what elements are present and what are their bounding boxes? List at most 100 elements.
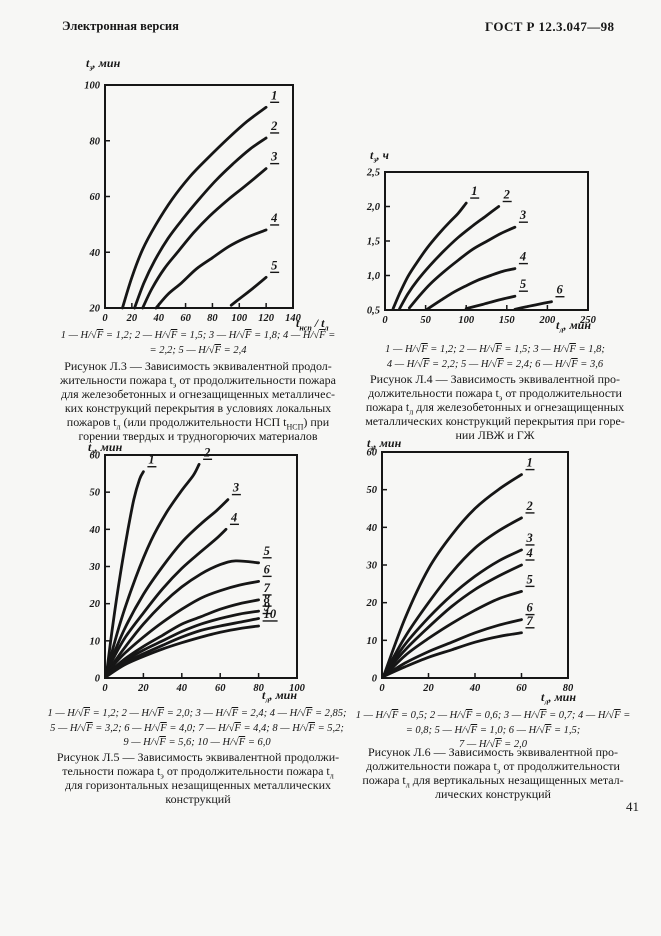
y-tick-label: 100 [84,81,101,92]
figure-caption: Рисунок Л.3 — Зависимость эквивалентной … [46,359,350,443]
caption-line: для горизонтальных незащищенных металлич… [65,778,331,792]
x-tick-label: 100 [458,315,475,326]
x-tick-label: 80 [253,683,264,694]
curve-5 [382,590,523,678]
curve-7 [382,631,523,678]
caption-line: тельности пожара tэ от продолжительности… [62,764,334,781]
caption-line: жительности пожара tэ от продолжительнос… [60,373,336,390]
caption-line: Рисунок Л.5 — Зависимость эквивалентной … [56,750,340,764]
curve-label-1: 1 [271,88,277,102]
y-tick-label: 50 [367,485,378,496]
curve-3 [382,548,523,676]
legend-line: 1 — H/√F = 1,2; 2 — H/√F = 1,5; 3 — H/√F… [60,330,336,341]
legend-line: 1 — H/√F = 1,2; 2 — H/√F = 1,5; 3 — H/√F… [385,344,605,355]
curve-4 [154,228,268,310]
curve-6 [513,300,553,311]
y-tick-label: 40 [89,525,101,536]
y-tick-label: 10 [90,636,101,647]
x-tick-label: 0 [102,683,108,694]
curve-label-3: 3 [232,481,239,495]
caption-line: нии ЛВЖ и ГЖ [455,428,535,442]
y-tick-label: 80 [90,136,101,147]
curve-label-4: 4 [526,546,533,560]
y-tick-label: 20 [89,304,101,315]
curve-label-5: 5 [520,277,526,291]
curve-label-1: 1 [148,453,154,467]
figure-caption: Рисунок Л.6 — Зависимость эквивалентной … [340,745,646,801]
x-tick-label: 0 [102,313,108,324]
x-tick-label: 60 [215,683,226,694]
curve-3 [407,225,517,310]
y-tick-label: 60 [90,451,101,462]
caption-line: лических конструкций [435,787,551,801]
curve-label-2: 2 [203,445,210,459]
x-tick-label: 60 [516,683,527,694]
legend-line: 1 — H/√F = 1,2; 2 — H/√F = 2,0; 3 — H/√F… [47,708,347,719]
chart-l3: tэ, мин 0 20 40 60 80 100 120 140 20 40 60 80 100 1 2 3… [56,50,328,342]
caption-line: Рисунок Л.4 — Зависимость эквивалентной … [369,372,620,386]
y-tick-label: 60 [367,448,378,459]
chart-canvas-l6: 0 20 40 60 80 0 10 20 30 40 50 60 1 2 34 5 67 [366,448,575,695]
curve-4 [105,527,228,672]
y-tick-label: 40 [366,523,378,534]
curve-5 [229,275,268,307]
caption-line: пожара tл для железобетонных и огнезащищ… [365,400,625,417]
curve-1 [121,105,268,310]
curve-3 [105,498,230,672]
figure-caption: Рисунок Л.4 — Зависимость эквивалентной … [346,372,644,442]
caption-line: должительности пожара tэ от продолжитель… [366,759,620,776]
x-axis-label: tнсп / tл [296,316,329,333]
y-tick-label: 10 [367,636,378,647]
curve-label-5: 5 [264,544,270,558]
x-tick-label: 0 [379,683,385,694]
caption-line: для железобетонных и огнезащищенных мета… [60,387,336,401]
curve-8 [105,609,260,676]
curve-5 [105,559,260,674]
header-right: ГОСТ Р 12.3.047—98 [485,19,615,34]
x-tick-label: 20 [126,313,138,324]
figure-caption: Рисунок Л.5 — Зависимость эквивалентной … [46,750,350,806]
legend-line: = 0,8; 5 — H/√F = 1,0; 6 — H/√F = 1,5; [405,724,581,736]
legend-line: = 2,2; 5 — H/√F = 2,4 [149,344,247,356]
curve-4 [382,563,523,676]
y-axis-label: tэ, мин [86,56,121,73]
x-tick-label: 250 [579,315,597,326]
x-tick-label: 140 [285,313,302,324]
curve-3 [141,167,268,310]
y-tick-label: 60 [90,192,101,203]
figure-legend: 1 — H/√F = 1,2; 2 — H/√F = 2,0; 3 — H/√F… [38,707,356,751]
curve-6 [382,618,523,678]
y-tick-label: 50 [90,488,101,499]
x-tick-label: 80 [207,313,218,324]
caption-line: конструкций [165,792,231,806]
curve-label-2: 2 [503,188,510,202]
y-tick-label: 0 [372,674,378,685]
x-axis-label: tл, мин [541,690,577,707]
caption-line: металлических конструкций перекрытия при… [365,414,625,428]
legend-line: 5 — H/√F = 3,2; 6 — H/√F = 4,0; 7 — H/√F… [50,722,344,734]
x-tick-label: 200 [539,315,557,326]
caption-line: пожаров tл (или продолжительности НСП tН… [66,415,330,432]
curve-5 [464,294,517,311]
y-tick-label: 20 [89,599,101,610]
figure-legend: 1 — H/√F = 1,2; 2 — H/√F = 1,5; 3 — H/√F… [46,329,350,358]
caption-line: Рисунок Л.6 — Зависимость эквивалентной … [367,745,618,759]
chart-l5: tэ, мин 0 20 40 60 80 100 0 10 20 30 40 50 60 1 2 3 4 5 6 7… [56,420,318,716]
curve-2 [382,516,523,676]
y-tick-label: 0 [95,674,101,685]
y-tick-label: 2,5 [366,168,380,179]
x-tick-label: 150 [499,315,516,326]
legend-line: 1 — H/√F = 0,5; 2 — H/√F = 0,6; 3 — H/√F… [355,710,631,721]
curve-4 [425,267,517,311]
y-tick-label: 1,5 [367,237,380,248]
x-tick-label: 40 [469,683,481,694]
x-tick-label: 120 [258,313,275,324]
curve-1 [105,470,145,672]
curve-label-6: 6 [556,283,563,297]
page-number: 41 [626,799,639,814]
curve-label-6: 6 [264,562,271,576]
